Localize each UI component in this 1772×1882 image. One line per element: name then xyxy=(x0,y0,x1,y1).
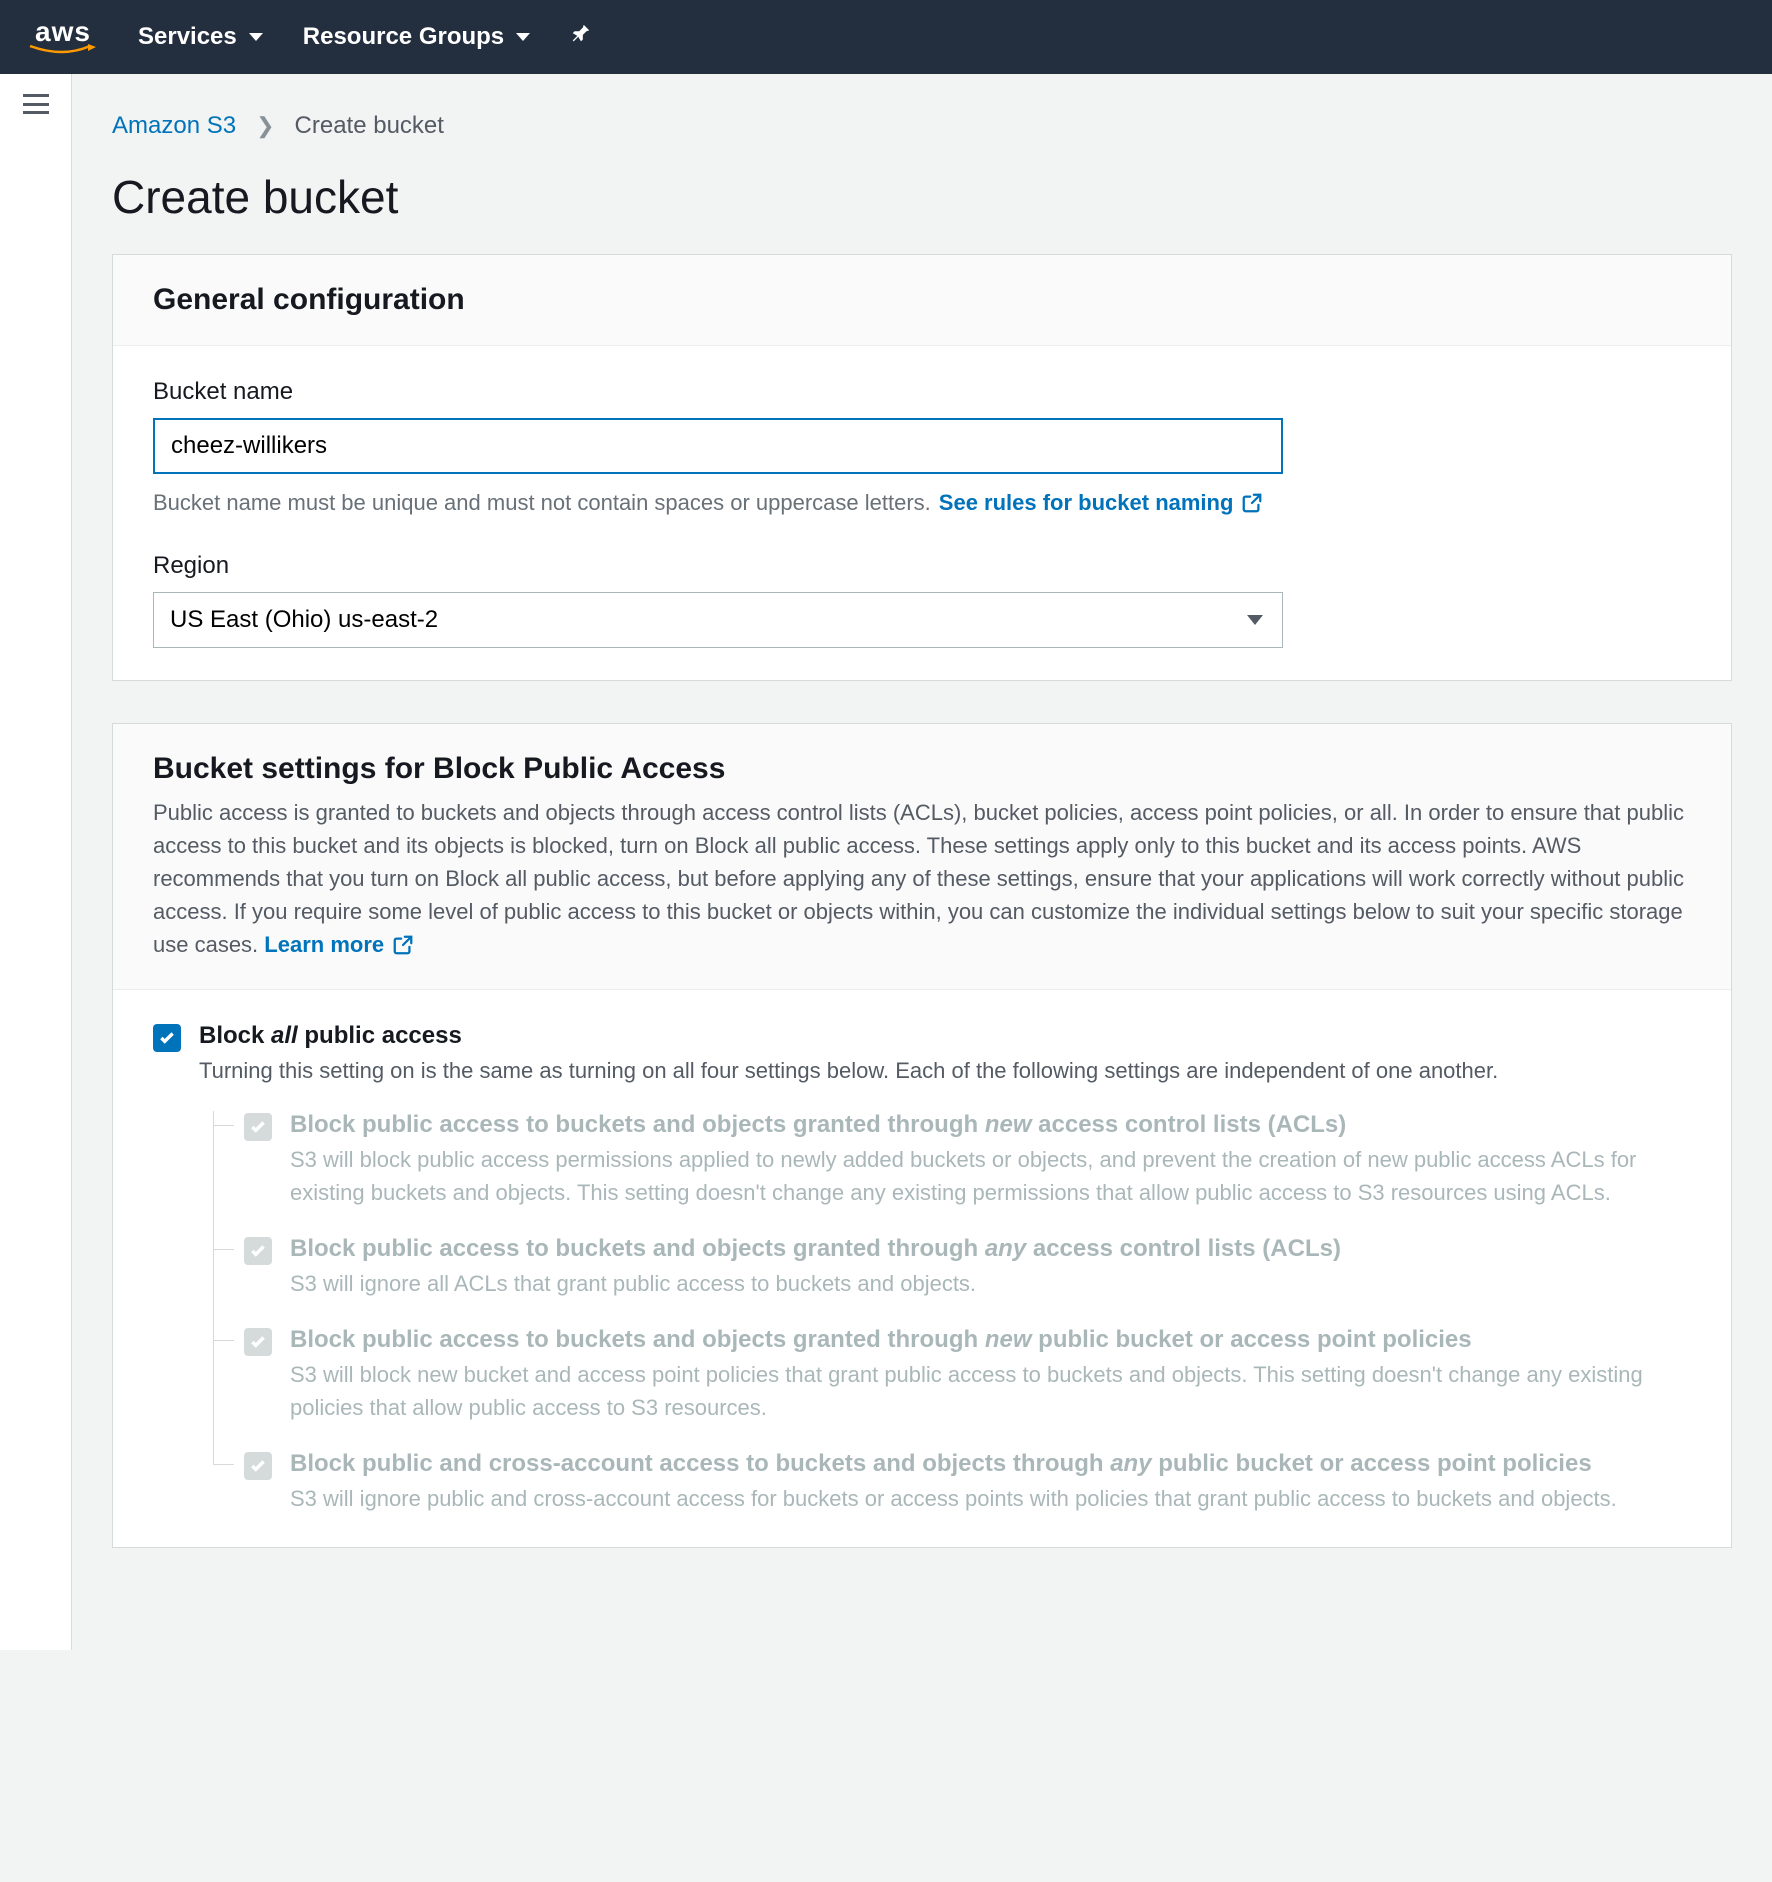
bucket-naming-rules-link[interactable]: See rules for bucket naming xyxy=(939,490,1264,516)
bpa-child-label: Block public access to buckets and objec… xyxy=(290,1235,1691,1263)
block-all-row: Block all public access Turning this set… xyxy=(153,1022,1691,1515)
bpa-child-row: Block public and cross-account access to… xyxy=(214,1450,1691,1515)
check-icon xyxy=(158,1029,176,1047)
breadcrumb-current: Create bucket xyxy=(295,112,444,140)
bpa-learn-more-link[interactable]: Learn more xyxy=(264,928,414,961)
nav-resource-groups-label: Resource Groups xyxy=(303,23,504,51)
bpa-child-label: Block public access to buckets and objec… xyxy=(290,1111,1691,1139)
chevron-down-icon xyxy=(516,33,530,41)
chevron-right-icon: ❯ xyxy=(256,113,274,139)
bucket-name-input[interactable] xyxy=(153,418,1283,474)
nav-services-label: Services xyxy=(138,23,237,51)
general-config-title: General configuration xyxy=(153,283,1691,317)
external-link-icon xyxy=(1241,492,1263,514)
breadcrumb-s3-link[interactable]: Amazon S3 xyxy=(112,112,236,140)
bucket-naming-rules-link-text: See rules for bucket naming xyxy=(939,490,1234,516)
bpa-child-checkbox xyxy=(244,1452,272,1480)
general-config-panel: General configuration Bucket name Bucket… xyxy=(112,254,1732,681)
region-select[interactable]: US East (Ohio) us-east-2 xyxy=(153,592,1283,648)
bpa-child-checkbox xyxy=(244,1113,272,1141)
bucket-name-hint: Bucket name must be unique and must not … xyxy=(153,490,931,516)
top-nav: aws Services Resource Groups xyxy=(0,0,1772,74)
check-icon xyxy=(249,1242,267,1260)
general-config-header: General configuration xyxy=(113,255,1731,346)
bpa-child-checkbox xyxy=(244,1237,272,1265)
block-all-checkbox[interactable] xyxy=(153,1024,181,1052)
main-content: Amazon S3 ❯ Create bucket Create bucket … xyxy=(72,74,1772,1650)
aws-logo[interactable]: aws xyxy=(28,18,98,56)
pin-icon[interactable] xyxy=(570,23,592,52)
bpa-child-sub: S3 will ignore all ACLs that grant publi… xyxy=(290,1267,1691,1300)
check-icon xyxy=(249,1457,267,1475)
check-icon xyxy=(249,1333,267,1351)
block-all-label: Block all public access xyxy=(199,1022,1691,1050)
nav-services[interactable]: Services xyxy=(138,23,263,51)
bpa-child-sub: S3 will block new bucket and access poin… xyxy=(290,1358,1691,1424)
bpa-children: Block public access to buckets and objec… xyxy=(213,1111,1691,1515)
bucket-name-label: Bucket name xyxy=(153,378,1691,406)
nav-resource-groups[interactable]: Resource Groups xyxy=(303,23,530,51)
bpa-learn-more-text: Learn more xyxy=(264,928,384,961)
bpa-child-sub: S3 will ignore public and cross-account … xyxy=(290,1482,1691,1515)
external-link-icon xyxy=(392,934,414,956)
aws-logo-text: aws xyxy=(35,18,91,46)
page-title: Create bucket xyxy=(112,170,1732,224)
bpa-child-row: Block public access to buckets and objec… xyxy=(214,1235,1691,1300)
bpa-header: Bucket settings for Block Public Access … xyxy=(113,724,1731,990)
bpa-title: Bucket settings for Block Public Access xyxy=(153,752,1691,786)
side-rail xyxy=(0,74,72,1650)
chevron-down-icon xyxy=(249,33,263,41)
block-public-access-panel: Bucket settings for Block Public Access … xyxy=(112,723,1732,1548)
region-label: Region xyxy=(153,552,1691,580)
bpa-child-sub: S3 will block public access permissions … xyxy=(290,1143,1691,1209)
check-icon xyxy=(249,1118,267,1136)
bpa-child-row: Block public access to buckets and objec… xyxy=(214,1326,1691,1424)
bpa-child-checkbox xyxy=(244,1328,272,1356)
block-all-sub: Turning this setting on is the same as t… xyxy=(199,1054,1691,1087)
aws-smile-icon xyxy=(28,44,98,56)
bpa-child-row: Block public access to buckets and objec… xyxy=(214,1111,1691,1209)
bpa-child-label: Block public and cross-account access to… xyxy=(290,1450,1691,1478)
breadcrumb: Amazon S3 ❯ Create bucket xyxy=(112,98,1732,170)
hamburger-icon[interactable] xyxy=(23,94,49,114)
bpa-child-label: Block public access to buckets and objec… xyxy=(290,1326,1691,1354)
